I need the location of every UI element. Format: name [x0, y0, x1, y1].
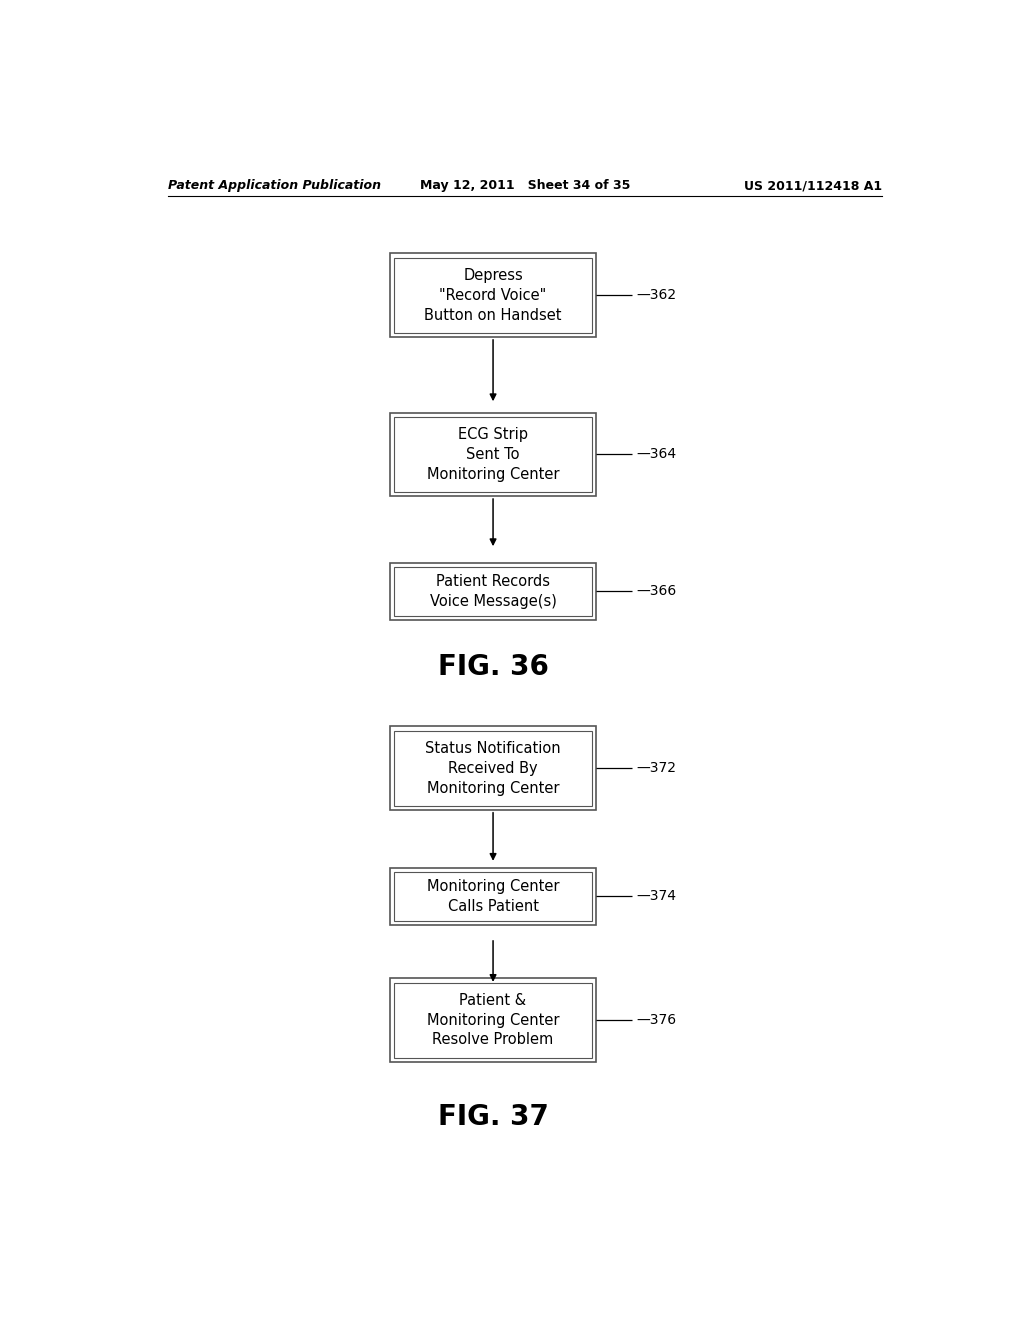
Text: —372: —372 — [636, 762, 676, 775]
Text: Patent Application Publication: Patent Application Publication — [168, 180, 381, 193]
Bar — [394, 982, 592, 1057]
Text: —364: —364 — [636, 447, 676, 462]
Bar — [394, 731, 592, 805]
Bar — [390, 726, 596, 810]
Bar — [394, 417, 592, 492]
Bar — [390, 253, 596, 338]
Text: Depress
"Record Voice"
Button on Handset: Depress "Record Voice" Button on Handset — [424, 268, 562, 322]
Text: —376: —376 — [636, 1014, 676, 1027]
Text: US 2011/112418 A1: US 2011/112418 A1 — [743, 180, 882, 193]
Bar — [394, 873, 592, 921]
Text: —366: —366 — [636, 585, 676, 598]
Bar — [390, 412, 596, 496]
Bar — [394, 257, 592, 333]
Text: ECG Strip
Sent To
Monitoring Center: ECG Strip Sent To Monitoring Center — [427, 428, 559, 482]
Text: Patient &
Monitoring Center
Resolve Problem: Patient & Monitoring Center Resolve Prob… — [427, 993, 559, 1048]
Text: FIG. 36: FIG. 36 — [437, 652, 549, 681]
Text: May 12, 2011   Sheet 34 of 35: May 12, 2011 Sheet 34 of 35 — [420, 180, 630, 193]
Bar — [390, 978, 596, 1063]
Text: —362: —362 — [636, 288, 676, 302]
Text: —374: —374 — [636, 890, 676, 903]
Text: FIG. 37: FIG. 37 — [437, 1104, 549, 1131]
Bar — [390, 867, 596, 925]
Bar — [390, 562, 596, 620]
Bar — [394, 568, 592, 615]
Text: Monitoring Center
Calls Patient: Monitoring Center Calls Patient — [427, 879, 559, 913]
Text: Status Notification
Received By
Monitoring Center: Status Notification Received By Monitori… — [425, 741, 561, 796]
Text: Patient Records
Voice Message(s): Patient Records Voice Message(s) — [430, 574, 556, 609]
